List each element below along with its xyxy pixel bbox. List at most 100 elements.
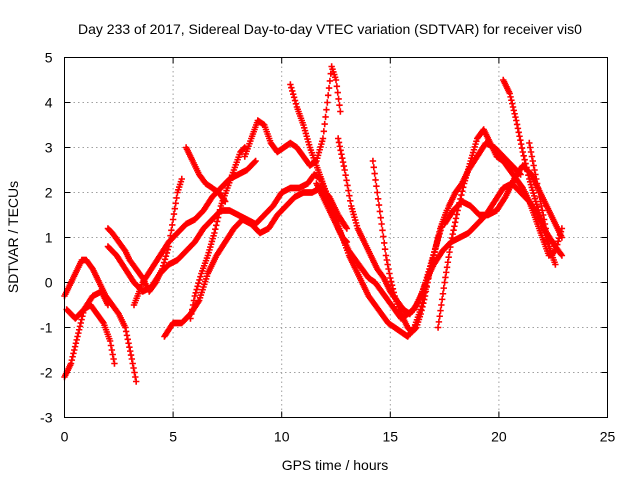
data-point xyxy=(546,247,554,255)
data-point xyxy=(379,227,386,234)
data-point xyxy=(287,81,294,88)
data-point xyxy=(171,205,179,212)
data-point xyxy=(291,97,299,104)
data-point xyxy=(384,261,391,268)
x-tick-label: 10 xyxy=(274,429,290,445)
data-point xyxy=(173,194,180,202)
data-point xyxy=(506,90,513,97)
data-point xyxy=(372,176,379,184)
data-point xyxy=(383,256,391,264)
data-point xyxy=(418,307,425,314)
data-point xyxy=(516,133,523,140)
data-point xyxy=(543,229,550,237)
data-point xyxy=(337,108,344,115)
data-point xyxy=(434,234,442,241)
data-point xyxy=(509,103,517,111)
data-point xyxy=(534,184,542,192)
data-point xyxy=(514,125,522,132)
data-point xyxy=(189,301,197,309)
data-point xyxy=(194,283,201,290)
data-point xyxy=(518,144,526,152)
data-point xyxy=(114,309,122,316)
data-point xyxy=(446,248,453,256)
series-sat-k xyxy=(287,81,450,340)
data-point xyxy=(343,177,350,184)
data-point xyxy=(432,245,439,252)
data-point xyxy=(519,148,526,156)
data-point xyxy=(74,333,81,340)
data-point xyxy=(104,301,112,309)
plot-frame xyxy=(64,57,608,418)
series-sat-n xyxy=(369,157,442,336)
data-point xyxy=(439,290,447,297)
data-point xyxy=(339,154,346,162)
data-point xyxy=(169,216,177,223)
data-point xyxy=(517,140,525,148)
data-point xyxy=(332,76,340,84)
data-point xyxy=(335,95,342,103)
data-point xyxy=(68,356,76,364)
data-point xyxy=(322,113,329,121)
data-point xyxy=(335,139,343,146)
data-point xyxy=(376,208,384,215)
data-point xyxy=(336,102,343,109)
y-tick-label: -1 xyxy=(40,320,53,336)
data-point xyxy=(375,201,383,209)
data-point xyxy=(195,279,202,287)
data-point xyxy=(513,121,521,128)
data-point xyxy=(511,110,518,117)
data-point xyxy=(553,244,560,251)
data-point xyxy=(447,243,454,251)
data-point xyxy=(290,94,298,101)
data-point xyxy=(70,350,77,357)
data-point xyxy=(288,84,295,91)
data-point xyxy=(324,99,331,106)
data-point xyxy=(188,310,195,318)
data-point xyxy=(451,223,458,230)
y-tick-label: 4 xyxy=(45,95,53,111)
data-point xyxy=(390,289,397,296)
data-point xyxy=(381,239,388,247)
data-point xyxy=(443,269,450,276)
chart-title: Day 233 of 2017, Sidereal Day-to-day VTE… xyxy=(78,21,582,37)
data-point xyxy=(542,225,550,232)
data-point xyxy=(447,238,455,246)
data-point xyxy=(436,313,443,320)
x-tick-label: 20 xyxy=(491,429,507,445)
data-point xyxy=(338,151,345,158)
data-point xyxy=(343,225,351,232)
data-point xyxy=(438,224,445,231)
data-point xyxy=(289,90,297,98)
axis-ticks: 0 5 10 15 20 25 -3 -2 -1 0 1 2 3 4 5 xyxy=(40,50,615,445)
data-point xyxy=(443,264,451,271)
data-point xyxy=(216,206,224,214)
series-sat-f xyxy=(130,157,259,309)
data-point xyxy=(424,279,431,286)
data-point xyxy=(526,144,534,151)
data-point xyxy=(333,83,341,90)
data-point xyxy=(532,171,539,178)
y-tick-label: 1 xyxy=(45,230,53,246)
data-point xyxy=(193,286,200,293)
data-point xyxy=(77,319,84,327)
data-point xyxy=(123,332,131,339)
data-point xyxy=(213,222,220,229)
data-point xyxy=(437,307,444,314)
data-point xyxy=(191,292,199,300)
data-point xyxy=(172,200,179,207)
data-point xyxy=(170,210,178,218)
data-point xyxy=(323,106,330,113)
data-point xyxy=(342,171,349,179)
series-sat-c xyxy=(63,288,112,322)
data-point xyxy=(326,77,334,85)
data-point xyxy=(75,326,83,333)
data-point xyxy=(107,342,115,349)
data-point xyxy=(192,289,199,296)
data-point xyxy=(554,241,561,248)
data-point xyxy=(507,93,514,101)
data-point xyxy=(319,135,327,142)
data-point xyxy=(374,195,382,202)
data-point xyxy=(321,120,328,128)
data-point xyxy=(169,221,176,229)
data-point xyxy=(212,225,219,233)
